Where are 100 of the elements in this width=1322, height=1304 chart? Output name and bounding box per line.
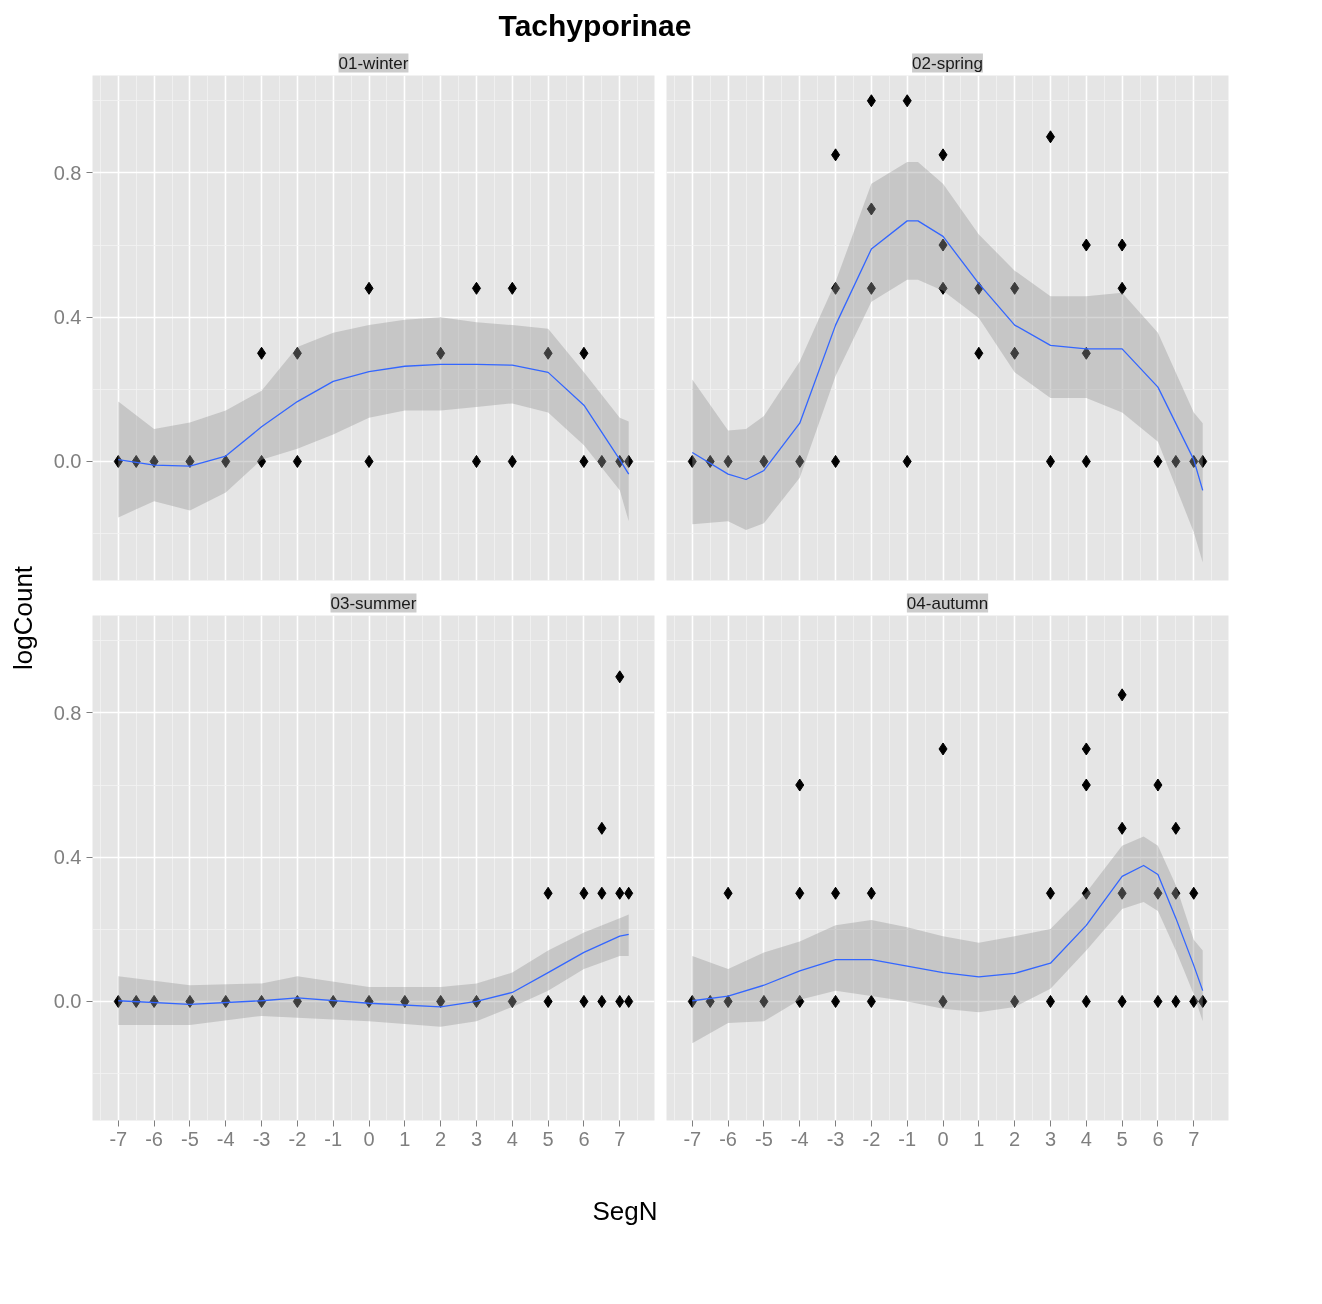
point	[257, 454, 267, 468]
point	[1117, 821, 1127, 835]
x-tick-label: 0	[363, 1127, 375, 1150]
x-tick-label: 1	[399, 1127, 411, 1150]
x-tick-label: 6	[578, 1127, 590, 1150]
x-tick-label: 3	[1044, 1127, 1057, 1150]
point	[597, 821, 607, 835]
x-tick-label: -2	[288, 1127, 307, 1150]
point	[795, 454, 805, 468]
point	[543, 886, 553, 900]
point	[624, 994, 634, 1008]
point	[543, 346, 553, 360]
point	[1171, 994, 1181, 1008]
y-tick-label: 0.4	[53, 846, 82, 869]
point	[1117, 238, 1127, 252]
point	[1081, 994, 1091, 1008]
point	[974, 346, 984, 360]
x-axis-title: SegN	[592, 1195, 658, 1228]
x-tick-label: 3	[470, 1127, 483, 1150]
point	[1081, 454, 1091, 468]
point	[1153, 778, 1163, 792]
point	[579, 886, 589, 900]
point	[185, 454, 195, 468]
point	[507, 281, 517, 295]
point	[1153, 994, 1163, 1008]
point	[723, 454, 733, 468]
x-tick-label: -5	[181, 1127, 199, 1150]
text: Tachyporinae	[498, 8, 692, 44]
point	[543, 994, 553, 1008]
point	[705, 994, 715, 1008]
point	[1117, 886, 1127, 900]
x-tick-label: -4	[216, 1127, 235, 1150]
point	[615, 670, 625, 684]
point	[1045, 886, 1055, 900]
point	[1081, 886, 1091, 900]
point	[1117, 281, 1127, 295]
point	[938, 148, 948, 162]
x-tick-label: -6	[719, 1127, 738, 1150]
point	[1153, 886, 1163, 900]
point	[471, 454, 481, 468]
point	[1117, 994, 1127, 1008]
x-tick-label: -3	[826, 1127, 845, 1150]
x-tick-label: -1	[324, 1127, 343, 1150]
point	[292, 346, 302, 360]
point	[471, 281, 481, 295]
point	[723, 886, 733, 900]
point	[624, 454, 634, 468]
point	[185, 994, 195, 1008]
x-tick-label: 6	[1152, 1127, 1164, 1150]
x-tick-label: -5	[755, 1127, 773, 1150]
point	[507, 994, 517, 1008]
point	[723, 994, 733, 1008]
point	[831, 994, 841, 1008]
y-axis-title: logCount	[7, 565, 39, 671]
y-tick-label: 0.8	[53, 701, 82, 724]
point	[902, 454, 912, 468]
point	[615, 886, 625, 900]
point	[1153, 454, 1163, 468]
point	[436, 346, 446, 360]
y-tick-label: 0.4	[53, 306, 82, 329]
point	[687, 994, 697, 1008]
point	[1045, 454, 1055, 468]
y-tick-label: 0.0	[53, 990, 82, 1013]
point	[1081, 742, 1091, 756]
point	[597, 994, 607, 1008]
point	[866, 202, 876, 216]
point	[1189, 886, 1199, 900]
x-tick-label: 5	[1116, 1127, 1128, 1150]
point	[866, 886, 876, 900]
point	[902, 94, 912, 108]
x-tick-label: 5	[542, 1127, 554, 1150]
point	[1010, 994, 1020, 1008]
point	[597, 454, 607, 468]
point	[795, 778, 805, 792]
point	[579, 454, 589, 468]
x-tick-label: 7	[1188, 1127, 1200, 1150]
point	[1198, 994, 1208, 1008]
x-tick-label: -3	[252, 1127, 271, 1150]
point	[1171, 886, 1181, 900]
point	[831, 281, 841, 295]
point	[1189, 994, 1199, 1008]
point	[1081, 238, 1091, 252]
x-tick-label: 4	[506, 1127, 518, 1150]
x-tick-label: 1	[973, 1127, 985, 1150]
point	[866, 94, 876, 108]
chart-title: 04-autumn	[906, 593, 989, 613]
x-tick-label: -6	[145, 1127, 164, 1150]
point	[1198, 454, 1208, 468]
point	[364, 281, 374, 295]
point	[795, 886, 805, 900]
point	[1171, 821, 1181, 835]
x-tick-label: 4	[1080, 1127, 1092, 1150]
y-tick-label: 0.8	[53, 161, 82, 184]
point	[831, 454, 841, 468]
point	[1010, 346, 1020, 360]
point	[1045, 130, 1055, 144]
chart-title: 02-spring	[912, 53, 983, 73]
point	[938, 238, 948, 252]
point	[615, 994, 625, 1008]
x-tick-label: 2	[1009, 1127, 1021, 1150]
